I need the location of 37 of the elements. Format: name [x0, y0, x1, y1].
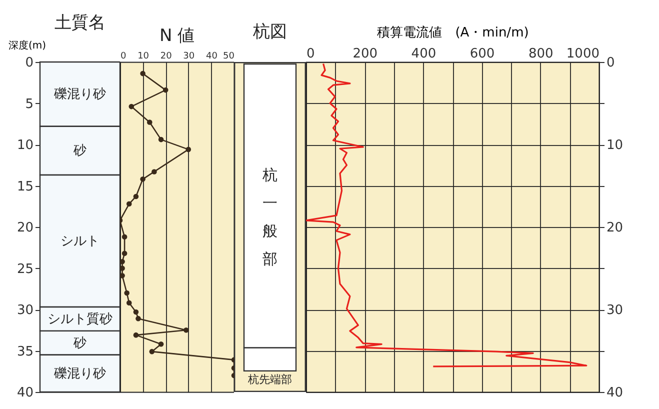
x-tick-label: 0 [120, 52, 126, 62]
x-tick-label: 600 [470, 46, 495, 62]
text: 杭一般部 [262, 165, 278, 270]
text: 杭先端部 [247, 372, 293, 387]
y2-tick-label: 30 [606, 303, 624, 318]
x-tick-label: 0 [306, 46, 315, 62]
y2-tick-label: 40 [606, 386, 624, 400]
x-tick-label: 800 [528, 46, 554, 62]
x-tick-label: 30 [183, 52, 195, 62]
x-tick-label: 40 [206, 52, 218, 62]
x-tick-label: 200 [352, 46, 378, 62]
series-label: 礫混り砂 [53, 366, 106, 382]
series-label: シルト [60, 234, 100, 250]
y-tick-label: 20 [16, 220, 34, 236]
x-tick-label: 20 [160, 52, 172, 62]
y2-tick-label: 10 [606, 138, 624, 153]
series-label: 砂 [72, 336, 86, 351]
x-tick-label: 10 [138, 52, 150, 62]
y2-tick-label: 20 [606, 220, 624, 236]
legend-label: シルト質砂 [48, 312, 112, 327]
x-tick-label: 400 [411, 46, 436, 62]
y-tick-label: 30 [16, 303, 34, 318]
y-tick-label: 35 [16, 344, 34, 360]
y-tick-label: 40 [16, 386, 34, 400]
y-tick-label: 25 [16, 262, 34, 277]
x-tick-label: 50 [223, 52, 235, 62]
text: 杭図 [252, 21, 288, 43]
x-axis-title: 積算電流値 (A・min/m) [377, 24, 529, 40]
y-tick-label: 10 [16, 138, 34, 153]
chart-title: N 値 [159, 26, 195, 46]
legend-label: 礫混り砂 [53, 87, 106, 102]
y-tick-label: 5 [25, 96, 34, 112]
y-tick-label: 15 [16, 179, 34, 194]
chart-title: 土質名 [54, 13, 106, 33]
x-tick-label: 1000 [566, 46, 600, 62]
series-label: 砂 [72, 144, 86, 159]
y-axis-title: 深度(m) [8, 40, 46, 52]
